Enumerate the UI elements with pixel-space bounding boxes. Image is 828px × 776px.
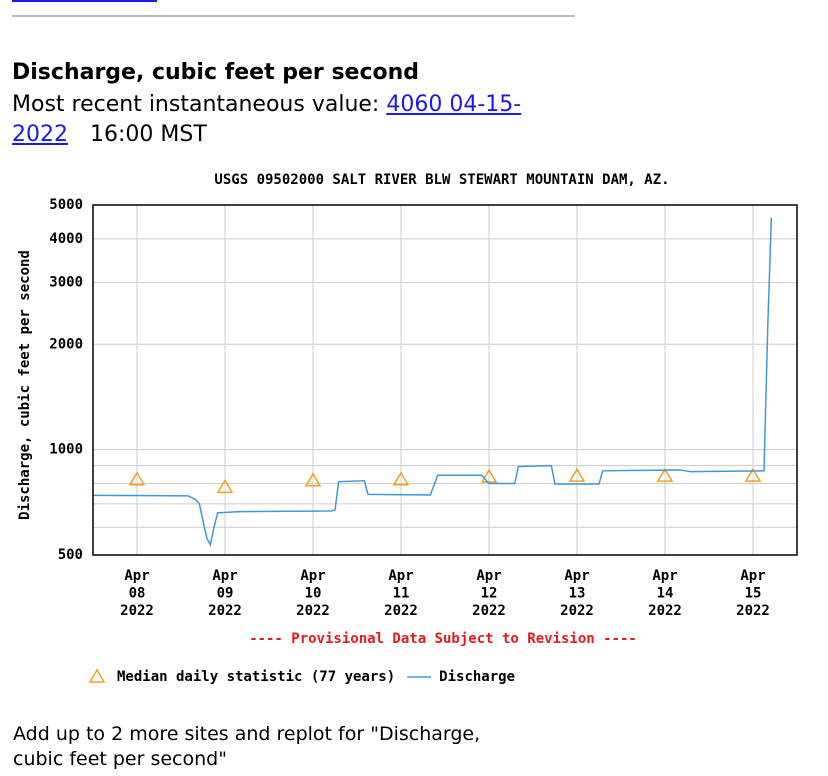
legend-label: Discharge: [439, 669, 515, 685]
chart-title: USGS 09502000 SALT RIVER BLW STEWART MOU…: [214, 172, 669, 188]
discharge-line: [92, 217, 773, 547]
y-tick-label: 4000: [49, 231, 83, 247]
y-tick-label: 3000: [49, 275, 83, 291]
heading: Discharge, cubic feet per second: [12, 60, 420, 85]
y-tick-label: 2000: [49, 336, 83, 352]
x-tick-label: Apr 10 2022: [296, 568, 330, 619]
x-tick-label: Apr 09 2022: [208, 568, 242, 619]
median-marker: [392, 471, 410, 486]
legend-symbol: [88, 668, 106, 683]
y-tick-label: 1000: [49, 442, 83, 458]
x-tick-label: Apr 15 2022: [736, 568, 770, 619]
legend-label: Median daily statistic (77 years): [117, 669, 395, 685]
recent-prefix: Most recent instantaneous value:: [12, 92, 380, 117]
recent-link[interactable]: 4060 04-15-2022: [12, 92, 522, 147]
x-tick-label: Apr 11 2022: [384, 568, 418, 619]
y-tick-label: 500: [58, 547, 83, 563]
y-tick-label: 5000: [49, 197, 83, 213]
x-tick-label: Apr 08 2022: [120, 568, 154, 619]
x-tick-label: Apr 12 2022: [472, 568, 506, 619]
provisional-note: ---- Provisional Data Subject to Revisio…: [249, 631, 637, 647]
median-marker: [216, 478, 234, 494]
recent-suffix: 16:00 MST: [90, 122, 207, 147]
median-marker: [304, 472, 322, 487]
y-axis-label: Discharge, cubic feet per second: [17, 250, 33, 520]
median-marker: [128, 471, 146, 486]
median-marker: [656, 467, 674, 482]
median-marker: [744, 467, 762, 482]
x-tick-label: Apr 13 2022: [560, 568, 594, 619]
median-marker: [568, 467, 586, 482]
recent-value: Most recent instantaneous value: 4060 04…: [12, 90, 572, 150]
median-marker: [480, 468, 498, 483]
x-tick-label: Apr 14 2022: [648, 568, 682, 619]
footer-text: Add up to 2 more sites and replot for "D…: [13, 723, 481, 770]
plot-frame: [92, 204, 798, 556]
